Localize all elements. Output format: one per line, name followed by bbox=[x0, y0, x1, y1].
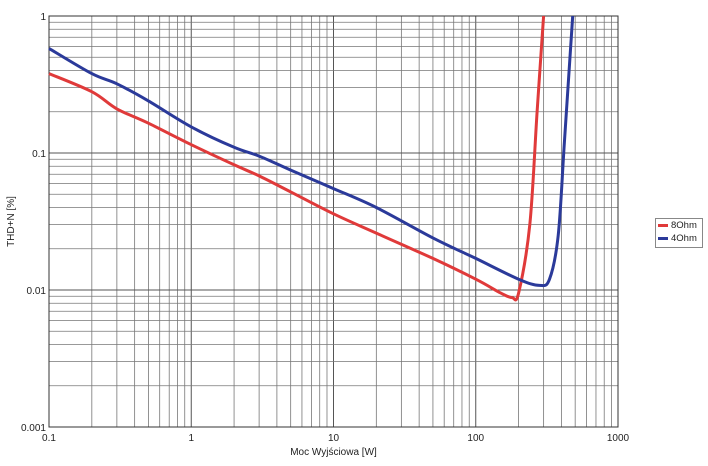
x-tick-label: 1000 bbox=[607, 433, 630, 444]
legend: 8Ohm 4Ohm bbox=[655, 218, 703, 248]
series-line-8ohm bbox=[48, 15, 546, 302]
legend-label-8ohm: 8Ohm bbox=[671, 220, 697, 231]
y-axis-label: THD+N [%] bbox=[6, 196, 17, 247]
legend-label-4ohm: 4Ohm bbox=[671, 233, 697, 244]
legend-item-8ohm: 8Ohm bbox=[656, 219, 702, 232]
x-axis-label: Moc Wyjściowa [W] bbox=[290, 447, 377, 458]
x-tick-label: 1 bbox=[188, 433, 194, 444]
y-tick-label: 0.001 bbox=[21, 423, 46, 434]
legend-item-4ohm: 4Ohm bbox=[656, 232, 702, 245]
tick-labels: 0.1 1 10 100 1000 0.001 0.01 0.1 1 bbox=[21, 12, 630, 444]
series-line-4ohm bbox=[48, 15, 575, 288]
grid bbox=[48, 16, 618, 428]
x-tick-label: 100 bbox=[467, 433, 484, 444]
plot-frame bbox=[48, 15, 619, 428]
y-tick-label: 0.01 bbox=[27, 286, 47, 297]
series-lines bbox=[48, 15, 575, 302]
y-tick-label: 1 bbox=[40, 12, 46, 23]
legend-swatch-8ohm bbox=[658, 224, 668, 227]
y-tick-label: 0.1 bbox=[32, 149, 46, 160]
legend-swatch-4ohm bbox=[658, 237, 668, 240]
x-tick-label: 10 bbox=[328, 433, 340, 444]
x-tick-label: 0.1 bbox=[42, 433, 56, 444]
